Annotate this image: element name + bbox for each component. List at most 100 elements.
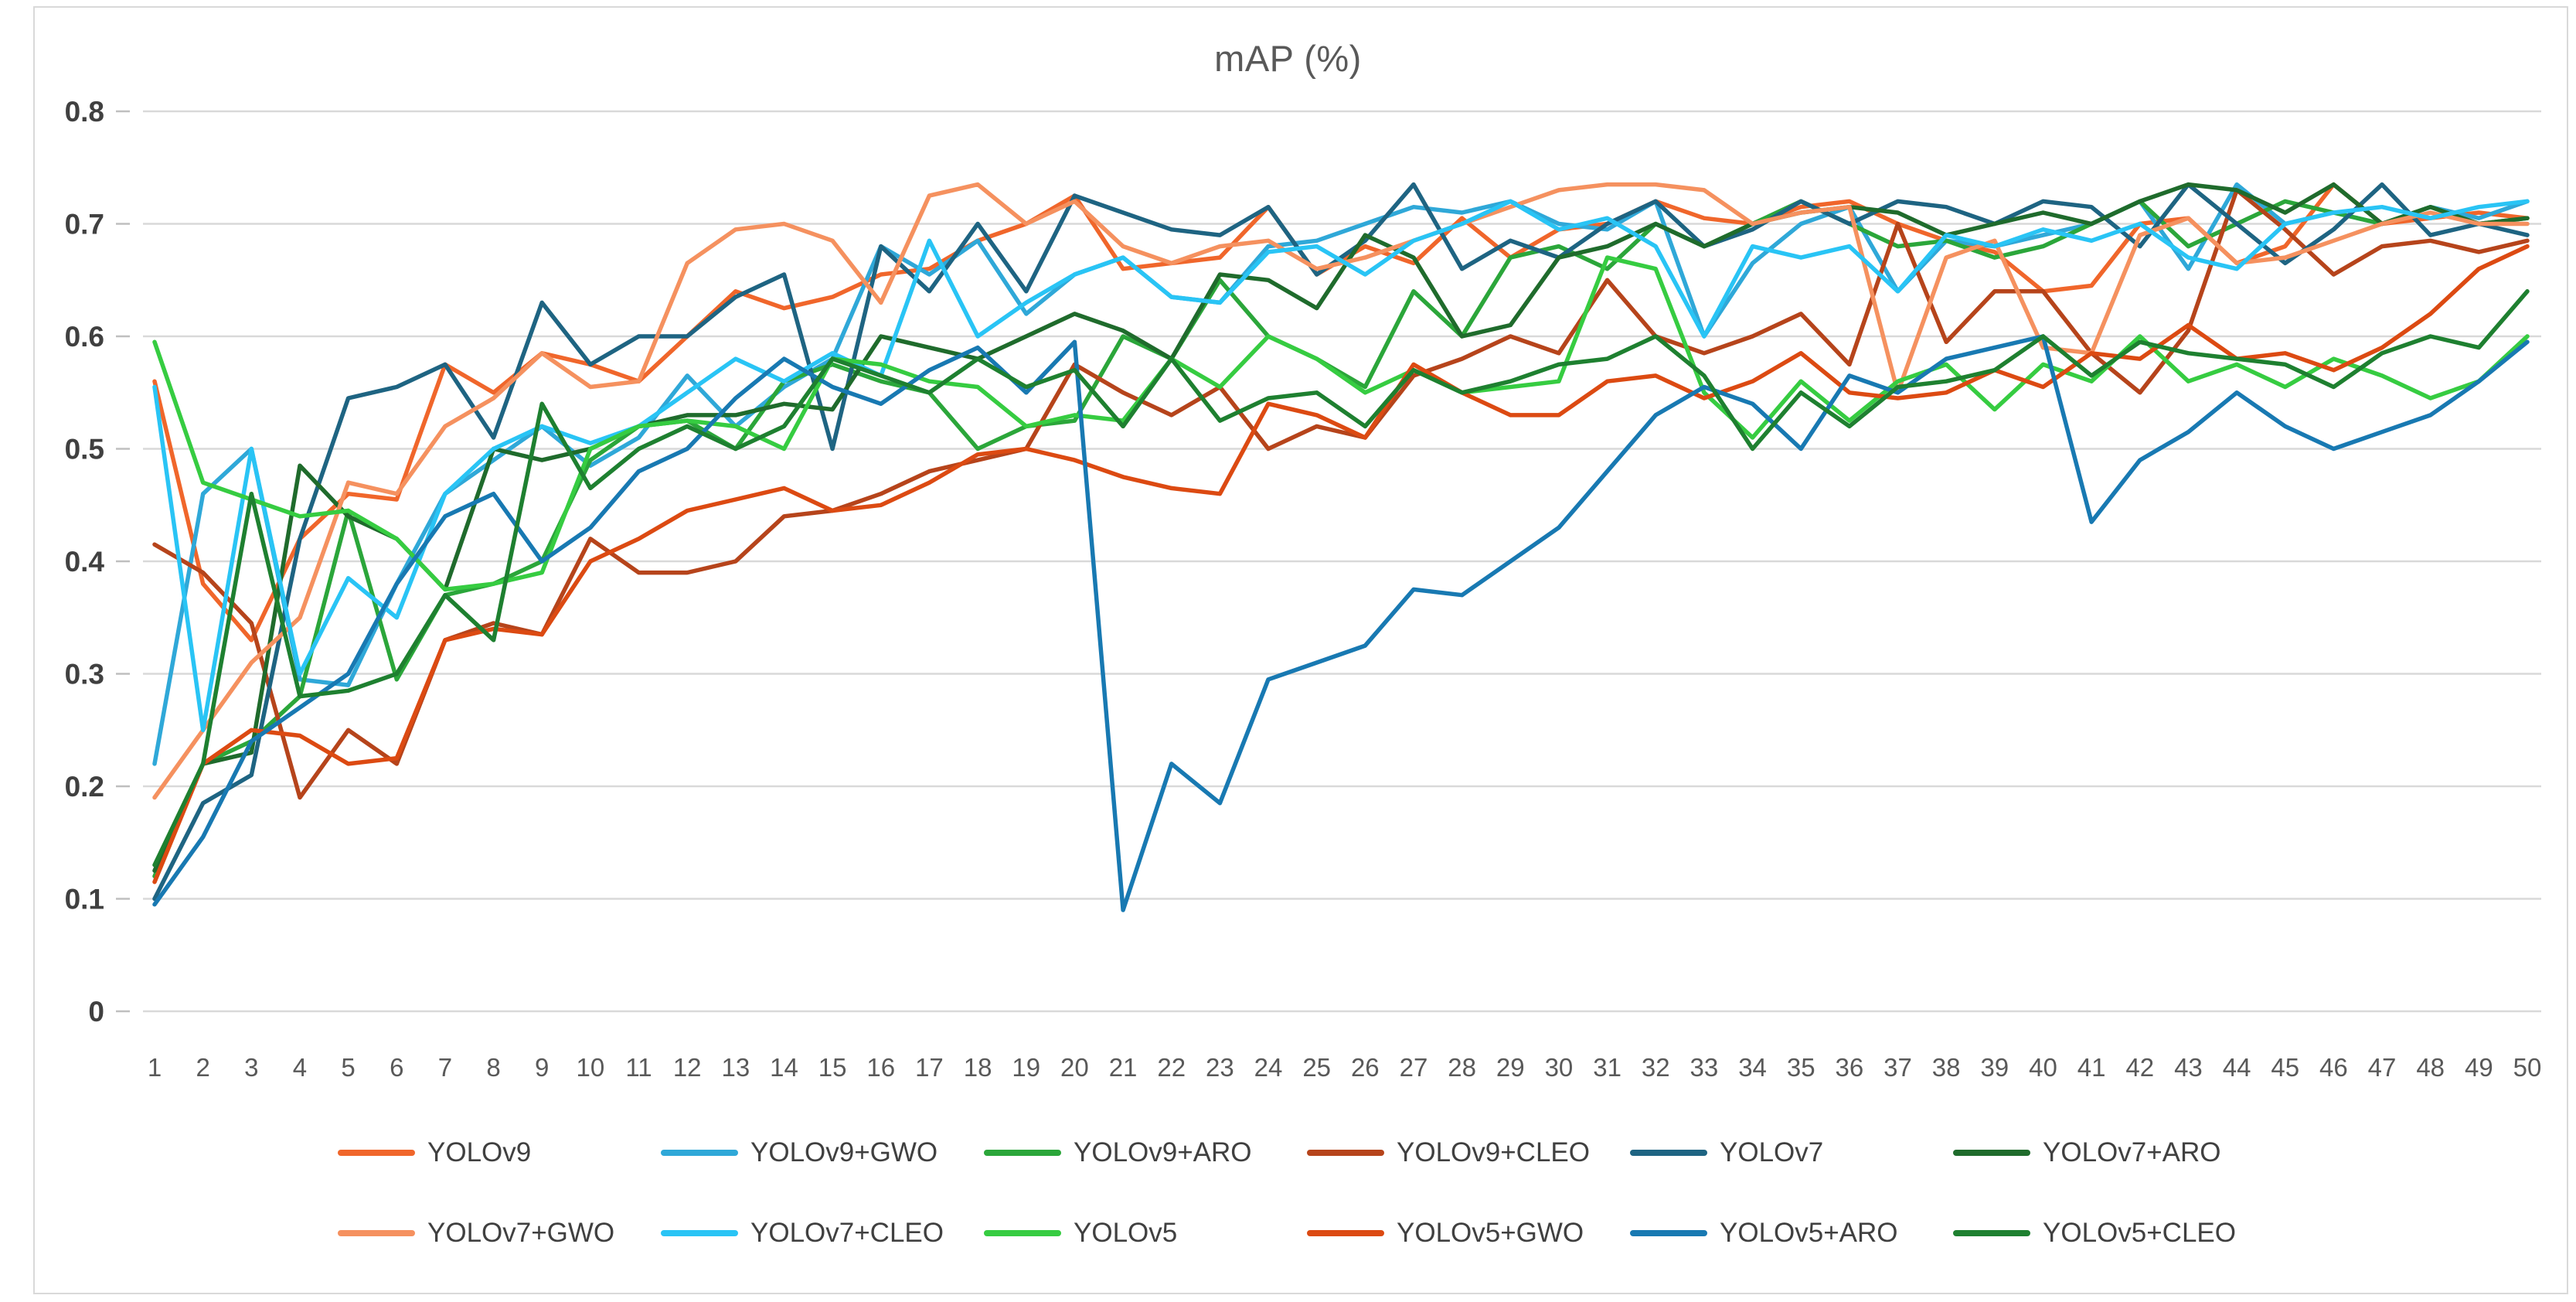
series-line-YOLOv5: [152, 255, 2530, 592]
legend-label: YOLOv5: [1074, 1218, 1178, 1248]
x-axis-label: 13: [721, 1053, 750, 1082]
series-line-YOLOv7+CLEO: [152, 199, 2530, 733]
legend-swatch-icon: [338, 1150, 415, 1156]
chart-title: mAP (%): [1214, 38, 1362, 79]
y-axis-label: 0.5: [65, 434, 104, 465]
chart-frame: [33, 6, 2568, 1294]
legend-label: YOLOv9: [427, 1137, 532, 1167]
x-axis-label: 42: [2125, 1053, 2154, 1082]
x-axis-label: 30: [1545, 1053, 1574, 1082]
legend-label: YOLOv5+CLEO: [2043, 1218, 2236, 1248]
x-axis-label: 25: [1302, 1053, 1331, 1082]
x-axis-label: 43: [2174, 1053, 2203, 1082]
x-axis-label: 46: [2319, 1053, 2348, 1082]
legend-label: YOLOv7: [1720, 1137, 1824, 1167]
y-axis-label: 0.1: [65, 884, 104, 915]
legend-item-YOLOv5+CLEO: YOLOv5+CLEO: [1953, 1215, 2236, 1251]
series-line-YOLOv7+GWO: [152, 182, 2530, 800]
x-axis-label: 29: [1496, 1053, 1525, 1082]
x-axis-label: 19: [1012, 1053, 1040, 1082]
series-line-YOLOv7: [152, 182, 2530, 902]
x-axis-label: 50: [2513, 1053, 2542, 1082]
x-axis-label: 3: [244, 1053, 258, 1082]
y-axis-label: 0.8: [65, 96, 104, 128]
x-axis-label: 28: [1448, 1053, 1476, 1082]
legend-item-YOLOv7+GWO: YOLOv7+GWO: [338, 1215, 614, 1251]
x-axis-label: 45: [2271, 1053, 2299, 1082]
y-axis-label: 0: [88, 996, 104, 1028]
legend-item-YOLOv9: YOLOv9: [338, 1135, 531, 1171]
x-axis-label: 4: [293, 1053, 307, 1082]
legend-item-YOLOv5+ARO: YOLOv5+ARO: [1630, 1215, 1898, 1251]
x-axis-label: 44: [2223, 1053, 2251, 1082]
legend-label: YOLOv9+CLEO: [1397, 1137, 1590, 1167]
legend-swatch-icon: [1953, 1230, 2030, 1236]
x-axis-label: 6: [390, 1053, 403, 1082]
x-axis-label: 34: [1738, 1053, 1767, 1082]
x-axis-label: 8: [486, 1053, 500, 1082]
series-line-YOLOv5+CLEO: [152, 289, 2530, 867]
series-line-YOLOv9+ARO: [152, 199, 2530, 879]
x-axis-label: 49: [2465, 1053, 2493, 1082]
legend-swatch-icon: [984, 1150, 1061, 1156]
x-axis-label: 20: [1060, 1053, 1089, 1082]
legend-swatch-icon: [338, 1230, 415, 1236]
y-axis-label: 0.3: [65, 659, 104, 690]
x-axis-label: 21: [1109, 1053, 1138, 1082]
x-axis-label: 40: [2029, 1053, 2057, 1082]
legend-swatch-icon: [984, 1230, 1061, 1236]
x-axis-label: 9: [535, 1053, 549, 1082]
x-axis-label: 32: [1642, 1053, 1670, 1082]
x-axis-label: 24: [1254, 1053, 1283, 1082]
y-axis-label: 0.4: [65, 546, 105, 578]
x-axis-label: 26: [1351, 1053, 1380, 1082]
series-line-YOLOv7+ARO: [152, 182, 2530, 873]
y-axis-label: 0.2: [65, 771, 104, 803]
legend-label: YOLOv9+GWO: [750, 1137, 938, 1167]
legend-swatch-icon: [1630, 1150, 1707, 1156]
legend-label: YOLOv7+ARO: [2043, 1137, 2221, 1167]
x-axis-label: 22: [1157, 1053, 1186, 1082]
legend-item-YOLOv5+GWO: YOLOv5+GWO: [1307, 1215, 1584, 1251]
x-axis-label: 1: [148, 1053, 162, 1082]
x-axis-label: 48: [2416, 1053, 2445, 1082]
legend-label: YOLOv5+GWO: [1397, 1218, 1584, 1248]
x-axis-label: 7: [438, 1053, 452, 1082]
x-axis-label: 12: [673, 1053, 702, 1082]
x-axis-label: 36: [1835, 1053, 1863, 1082]
legend-swatch-icon: [1307, 1230, 1384, 1236]
legend-label: YOLOv9+ARO: [1074, 1137, 1252, 1167]
x-axis-label: 16: [866, 1053, 895, 1082]
x-axis-label: 35: [1787, 1053, 1815, 1082]
legend-label: YOLOv7+CLEO: [750, 1218, 944, 1248]
x-axis-label: 5: [341, 1053, 355, 1082]
legend-item-YOLOv9+GWO: YOLOv9+GWO: [661, 1135, 938, 1171]
legend-item-YOLOv9+CLEO: YOLOv9+CLEO: [1307, 1135, 1590, 1171]
y-axis-label: 0.7: [65, 209, 104, 240]
x-axis-label: 27: [1400, 1053, 1428, 1082]
x-axis-label: 18: [964, 1053, 992, 1082]
y-axis-label: 0.6: [65, 321, 104, 353]
legend-label: YOLOv7+GWO: [427, 1218, 615, 1248]
legend-label: YOLOv5+ARO: [1720, 1218, 1898, 1248]
x-axis-label: 47: [2368, 1053, 2397, 1082]
x-axis-label: 33: [1690, 1053, 1719, 1082]
x-axis-label: 39: [1980, 1053, 2009, 1082]
x-axis-label: 14: [770, 1053, 798, 1082]
legend-item-YOLOv7+CLEO: YOLOv7+CLEO: [661, 1215, 944, 1251]
legend-swatch-icon: [1953, 1150, 2030, 1156]
series-line-YOLOv5+GWO: [152, 244, 2530, 884]
x-axis-label: 31: [1593, 1053, 1621, 1082]
x-axis-label: 23: [1206, 1053, 1234, 1082]
legend-item-YOLOv7+ARO: YOLOv7+ARO: [1953, 1135, 2221, 1171]
legend-item-YOLOv7: YOLOv7: [1630, 1135, 1823, 1171]
legend-item-YOLOv5: YOLOv5: [984, 1215, 1177, 1251]
x-axis-label: 41: [2077, 1053, 2106, 1082]
series-line-YOLOv9+CLEO: [152, 188, 2530, 800]
legend-item-YOLOv9+ARO: YOLOv9+ARO: [984, 1135, 1252, 1171]
x-axis-label: 10: [577, 1053, 605, 1082]
series-line-YOLOv9: [152, 182, 2530, 642]
x-axis-label: 15: [818, 1053, 847, 1082]
x-axis-label: 17: [915, 1053, 944, 1082]
